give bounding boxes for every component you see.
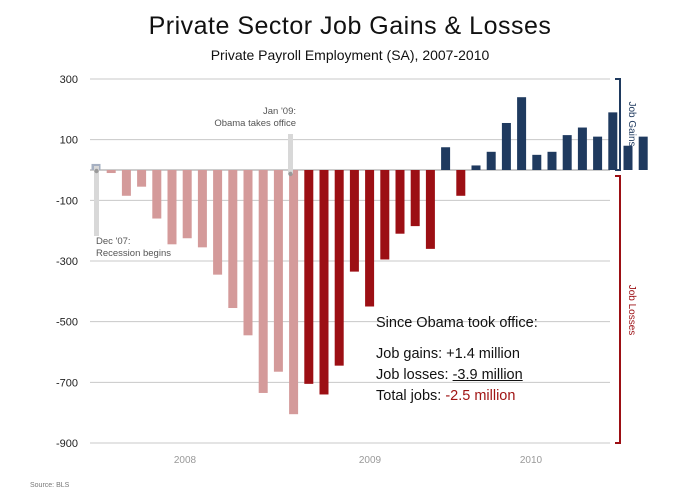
bar [395,170,405,234]
bar [517,97,527,170]
summary-losses: Job losses: -3.9 million [376,367,523,383]
y-tick-label: 100 [60,135,78,147]
bar [106,170,116,174]
bar [501,122,511,170]
dec07-marker [94,166,99,236]
jan09-marker [288,134,293,174]
summary-total-value: -2.5 million [445,388,516,404]
bar [365,170,375,307]
chart-title: Private Sector Job Gains & Losses [148,12,552,40]
dec07-marker-dot [94,168,99,174]
summary-gains: Job gains: +1.4 million [376,346,520,362]
bar [380,170,390,260]
bar [304,170,314,384]
bar [471,165,481,170]
jan09-annotation: Obama takes office [214,118,296,129]
bar [486,151,496,170]
y-tick-label: -100 [56,195,78,207]
dec07-annotation: Recession begins [96,248,171,259]
bar [167,170,177,245]
bar [228,170,238,309]
bar [243,170,253,336]
losses-bracket [615,175,621,444]
bar [152,170,162,219]
x-tick-label: 2008 [174,455,197,466]
bar [213,170,223,275]
bar [137,170,147,187]
bar [608,112,618,170]
chart-subtitle: Private Payroll Employment (SA), 2007-20… [210,47,490,63]
bar [577,127,587,170]
losses-side-label: Job Losses [626,285,637,336]
jan09-annotation: Jan '09: [263,106,296,117]
jan09-marker-dot [288,171,293,177]
bar [562,135,572,170]
bar [289,170,299,415]
summary-total: Total jobs: -2.5 million [376,388,516,404]
y-tick-label: -700 [56,377,78,389]
x-tick-label: 2010 [520,455,543,466]
y-tick-label: -500 [56,317,78,329]
y-tick-label: 300 [60,74,78,86]
bar [197,170,207,248]
source-note: Source: BLS [30,482,70,489]
y-tick-label: -900 [56,438,78,450]
bar [638,136,648,170]
summary-heading: Since Obama took office: [376,315,538,331]
y-tick-label: -300 [56,256,78,268]
bar [334,170,344,366]
bar [258,170,268,393]
dec07-annotation: Dec '07: [96,236,131,247]
bar [319,170,329,395]
bar [593,136,603,170]
gains-bracket [615,78,621,171]
bar [623,145,633,170]
bar [410,170,420,227]
summary-box: Since Obama took office: Job gains: +1.4… [376,313,538,407]
bar [182,170,192,239]
summary-gains-value: +1.4 million [446,346,520,362]
bar [456,170,466,196]
bar [547,151,557,170]
bar [121,170,131,196]
x-tick-label: 2009 [359,455,382,466]
gains-side-label: Job Gains [626,101,637,146]
bar [273,170,283,372]
bar [425,170,435,249]
bar [349,170,359,272]
bar [441,147,451,170]
summary-losses-value: -3.9 million [452,367,523,383]
bar [532,154,542,170]
